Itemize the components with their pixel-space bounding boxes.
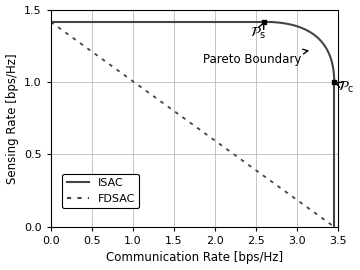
ISAC (262, 20, 266, 23)
ISAC (49, 20, 53, 23)
Y-axis label: Sensing Rate [bps/Hz]: Sensing Rate [bps/Hz] (5, 53, 19, 184)
Text: $\mathcal{P}_\mathrm{c}$: $\mathcal{P}_\mathrm{c}$ (335, 80, 355, 95)
X-axis label: Communication Rate [bps/Hz]: Communication Rate [bps/Hz] (106, 251, 283, 264)
Legend: ISAC, FDSAC: ISAC, FDSAC (62, 174, 139, 208)
Text: $\mathcal{P}_\mathrm{s}$: $\mathcal{P}_\mathrm{s}$ (251, 23, 266, 42)
Text: Pareto Boundary: Pareto Boundary (203, 49, 308, 66)
